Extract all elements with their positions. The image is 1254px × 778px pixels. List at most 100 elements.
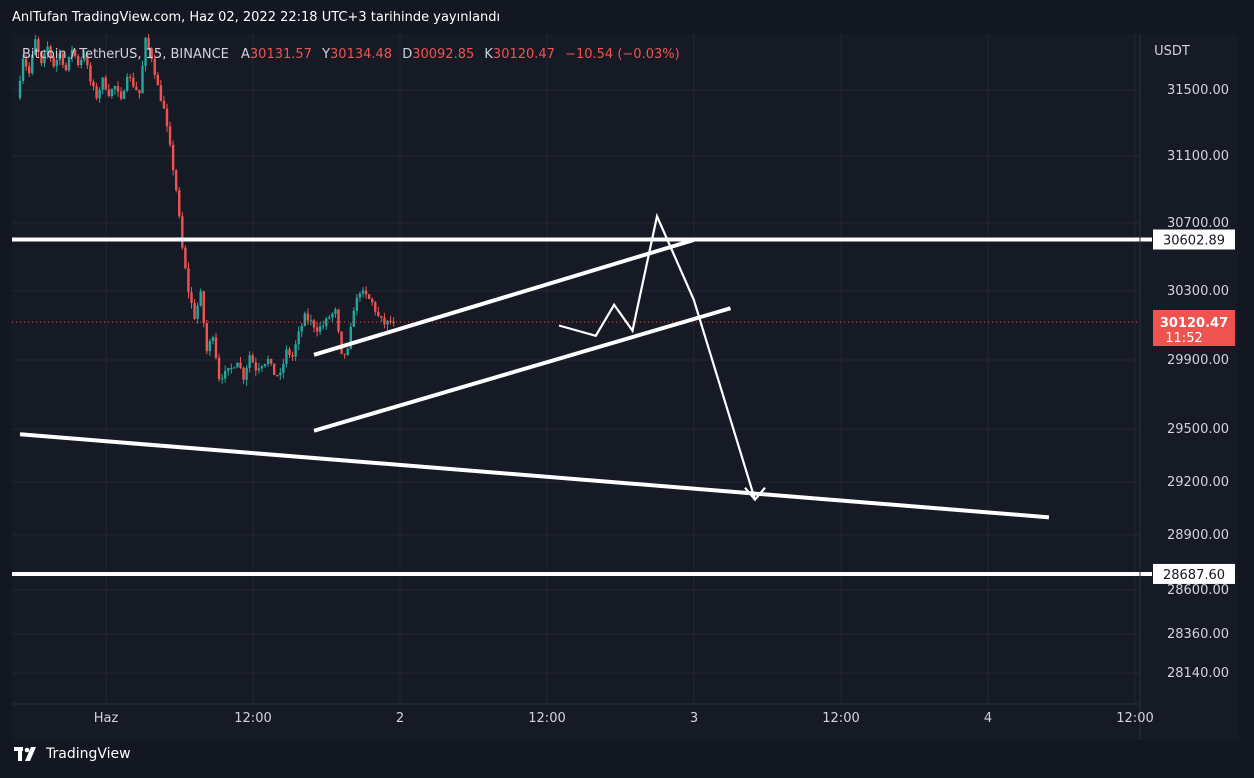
candle-body xyxy=(208,340,212,352)
candle-body xyxy=(269,358,273,364)
candle-body xyxy=(309,320,313,322)
legend-low-label: D xyxy=(402,47,412,62)
drawings[interactable] xyxy=(12,212,1152,576)
time-axis[interactable]: Haz 12:00 2 12:00 3 12:00 4 12:00 xyxy=(94,711,1154,726)
candle-body xyxy=(374,302,377,312)
level-price-tag-label: 28687.60 xyxy=(1163,568,1225,583)
level-price-tag-label: 30602.89 xyxy=(1163,234,1225,249)
channel-upper-line[interactable] xyxy=(313,238,695,357)
channel-lower-line[interactable] xyxy=(313,306,732,433)
time-tick-label: 12:00 xyxy=(528,711,565,726)
candle-body xyxy=(383,317,386,325)
price-tick-label: 30300.00 xyxy=(1167,284,1229,299)
candle-body xyxy=(297,331,300,345)
candle-body xyxy=(61,53,65,65)
last-price-value: 30120.47 xyxy=(1160,316,1228,331)
time-tick-label: 4 xyxy=(984,711,992,726)
price-tick-label: 28140.00 xyxy=(1167,666,1229,681)
candle-body xyxy=(49,46,52,58)
candle-body xyxy=(223,370,227,379)
candle-body xyxy=(43,53,46,64)
currency-label: USDT xyxy=(1154,44,1190,59)
candle-body xyxy=(141,65,144,94)
candle-body xyxy=(346,348,349,355)
candle-body xyxy=(260,366,264,369)
candle-body xyxy=(337,309,340,332)
candle-body xyxy=(55,59,58,67)
legend-change: −10.54 (−0.03%) xyxy=(565,47,680,62)
candle-body xyxy=(184,247,187,269)
tradingview-logo-icon xyxy=(14,747,36,761)
candle-body xyxy=(153,58,156,75)
price-tick-label: 28900.00 xyxy=(1167,528,1229,543)
candle-body xyxy=(279,372,282,376)
candle-body xyxy=(214,337,218,358)
price-tick-label: 29900.00 xyxy=(1167,353,1229,368)
candle-body xyxy=(107,89,111,97)
candle-body xyxy=(315,327,319,332)
candle-body xyxy=(132,77,135,87)
level-price-tag xyxy=(1153,563,1235,584)
candle-body xyxy=(370,298,374,303)
candle-body xyxy=(367,294,371,299)
candle-body xyxy=(80,59,83,66)
candle-body xyxy=(135,86,138,91)
candle-body xyxy=(144,37,147,66)
candle-body xyxy=(119,91,123,99)
candle-body xyxy=(358,293,362,298)
candle-body xyxy=(46,46,49,54)
support-trend-line[interactable] xyxy=(19,432,1050,520)
candle-body xyxy=(220,378,224,380)
candle-body xyxy=(242,367,245,380)
candle-body xyxy=(230,367,233,369)
legend-close-label: K xyxy=(484,47,493,62)
price-tick-label: 28360.00 xyxy=(1167,627,1229,642)
candle-body xyxy=(288,349,291,356)
candles xyxy=(18,34,395,386)
legend-high-value: 30134.48 xyxy=(330,47,392,62)
price-chart[interactable]: Bitcoin / TetherUS, 15, BINANCE A30131.5… xyxy=(12,34,1238,740)
candle-body xyxy=(343,353,346,355)
candle-body xyxy=(129,76,132,78)
legend-low-value: 30092.85 xyxy=(412,47,474,62)
candle-body xyxy=(377,311,380,316)
candle-body xyxy=(349,326,352,349)
candle-body xyxy=(239,362,242,368)
candle-body xyxy=(331,313,334,318)
candle-body xyxy=(92,81,95,87)
candle-body xyxy=(285,349,288,364)
last-price-tag xyxy=(1153,309,1235,346)
time-tick-label: 12:00 xyxy=(822,711,859,726)
legend-high-label: Y xyxy=(321,47,330,62)
candle-body xyxy=(196,305,199,319)
candle-body xyxy=(217,357,221,380)
candle-body xyxy=(156,74,160,86)
candle-body xyxy=(86,55,89,66)
tradingview-brand[interactable]: TradingView xyxy=(14,746,131,762)
candle-body xyxy=(303,313,307,326)
candle-body xyxy=(101,77,104,90)
candle-body xyxy=(361,290,365,294)
candle-body xyxy=(291,355,294,357)
candle-body xyxy=(95,86,98,99)
candle-body xyxy=(18,80,22,99)
candle-body xyxy=(31,54,34,74)
candle-body xyxy=(116,86,120,92)
candle-body xyxy=(199,291,202,306)
candle-body xyxy=(236,362,239,368)
candle-body xyxy=(89,65,92,82)
candle-body xyxy=(251,355,254,363)
price-tick-label: 29200.00 xyxy=(1167,475,1229,490)
projection-path[interactable] xyxy=(558,212,757,500)
candle-body xyxy=(272,363,276,376)
candle-body xyxy=(181,216,184,248)
candle-body xyxy=(83,55,86,60)
chart-frame[interactable]: Bitcoin / TetherUS, 15, BINANCE A30131.5… xyxy=(12,34,1238,740)
price-axis[interactable]: 31500.00 31100.00 30700.00 30300.00 29900.00… xyxy=(1167,83,1229,681)
candle-body xyxy=(282,363,285,373)
candle-body xyxy=(386,320,389,325)
candle-body xyxy=(227,368,230,371)
candle-body xyxy=(162,100,166,109)
price-tick-label: 31500.00 xyxy=(1167,83,1229,98)
